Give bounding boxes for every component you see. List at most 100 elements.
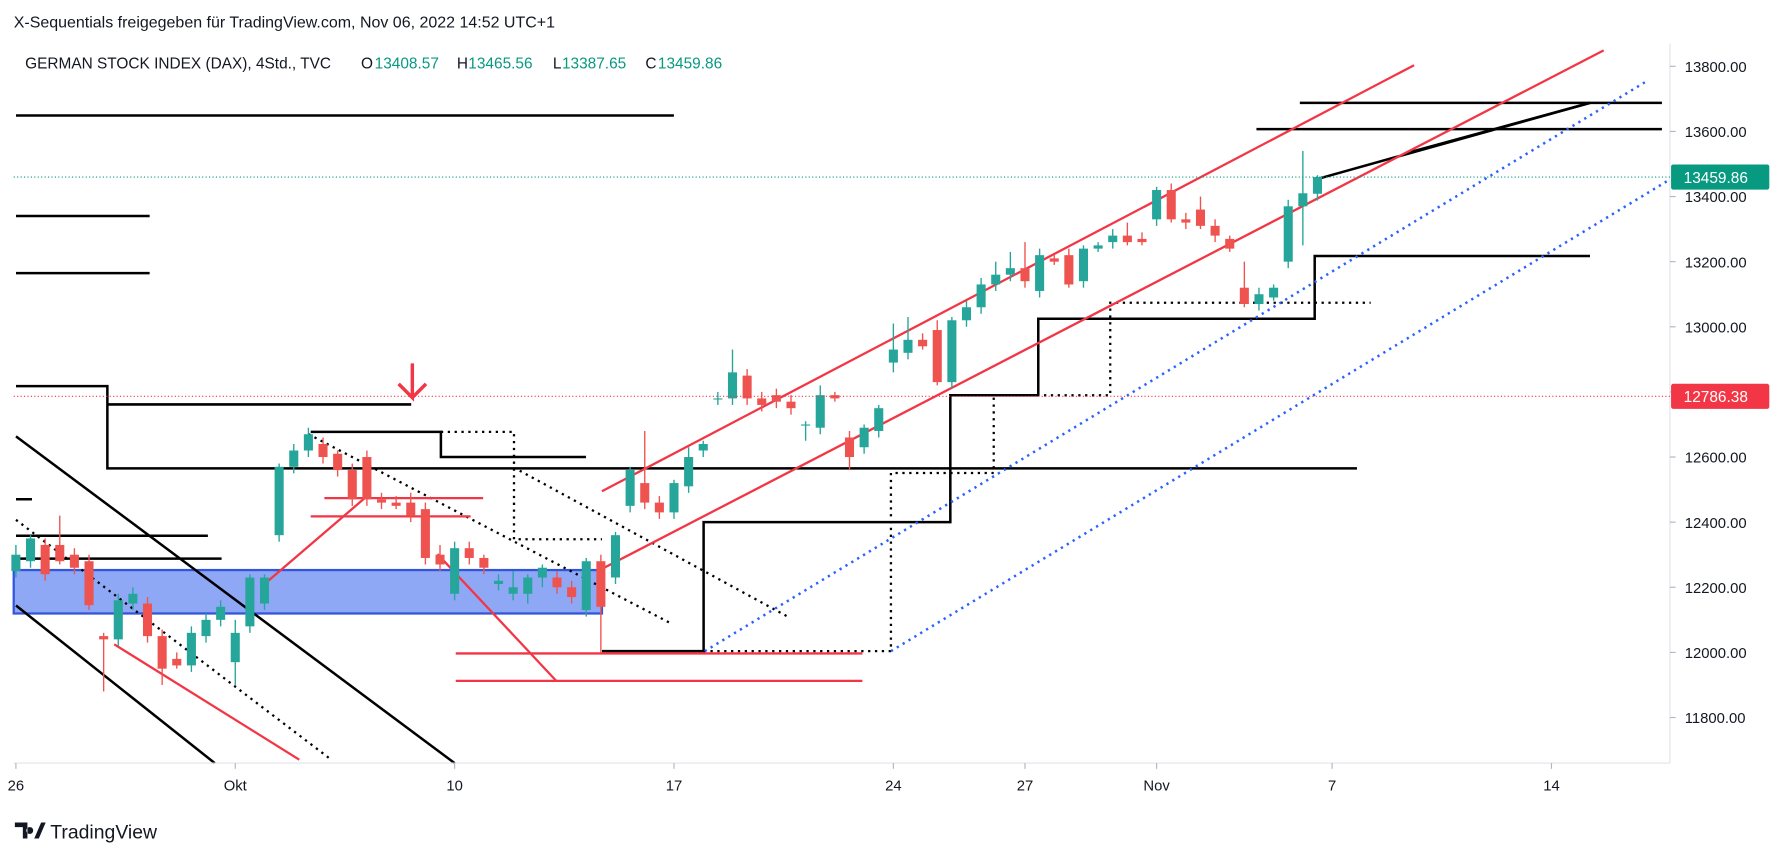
y-tick-label: 12000.00	[1685, 646, 1747, 662]
candle-body	[947, 320, 957, 383]
candle-body	[1093, 245, 1103, 249]
candle-body	[347, 470, 357, 500]
candle-body	[55, 544, 65, 562]
x-tick-label: 14	[1543, 779, 1560, 795]
candle-body	[376, 499, 387, 503]
candle-body	[801, 424, 811, 426]
candle-body	[113, 600, 123, 640]
candle-body	[84, 561, 94, 606]
candle-body	[274, 466, 284, 536]
candle-body	[216, 606, 226, 620]
candle-body	[610, 535, 621, 578]
y-tick-label: 12400.00	[1685, 516, 1747, 532]
y-tick-label: 12600.00	[1685, 451, 1747, 467]
brand: TradingView	[14, 821, 158, 843]
candle-body	[69, 554, 79, 568]
candle-body	[1166, 190, 1176, 220]
candle-body	[289, 450, 299, 467]
x-tick-label: 26	[8, 779, 25, 795]
candle-body	[888, 349, 898, 363]
candle-body	[567, 587, 577, 598]
candle-body	[757, 398, 767, 405]
y-tick-label: 13200.00	[1685, 255, 1747, 271]
candle-body	[201, 619, 211, 637]
price-tag-label: 12786.38	[1684, 389, 1748, 406]
candle-body	[1181, 219, 1191, 223]
x-tick-label: 24	[885, 779, 902, 795]
ohlc-label: C	[645, 56, 656, 73]
candle-body	[1152, 190, 1162, 220]
zone	[12, 568, 604, 615]
candle-body	[669, 483, 679, 513]
candle-body	[1210, 225, 1220, 236]
candle-body	[450, 548, 460, 594]
candle-body	[523, 577, 533, 594]
ohlc-value: 13408.57	[375, 56, 439, 73]
y-tick-label: 12200.00	[1685, 581, 1747, 597]
ohlc-value: 13465.56	[468, 56, 532, 73]
candle-body	[698, 444, 708, 451]
symbol: GERMAN STOCK INDEX (DAX), 4Std., TVC	[25, 56, 331, 73]
candle-body	[245, 577, 255, 627]
candle-body	[815, 395, 825, 428]
black-lines	[15, 101, 1662, 765]
candle-body	[742, 375, 752, 399]
candle-body	[903, 339, 913, 353]
candle-body	[684, 457, 694, 487]
candle-body	[1078, 248, 1089, 282]
drawings	[12, 49, 1671, 765]
candle-body	[976, 284, 986, 308]
dotted-lines	[15, 301, 1371, 761]
candle-body	[1239, 287, 1249, 304]
candle-body	[859, 427, 869, 448]
candle-body	[259, 577, 270, 604]
candle-body	[1122, 235, 1132, 243]
ohlc-label: L	[553, 56, 562, 73]
y-tick-label: 13800.00	[1685, 60, 1747, 76]
ohlc-value: 13459.86	[658, 56, 722, 73]
ohlc-value: 13387.65	[562, 56, 626, 73]
candle-body	[537, 567, 547, 578]
candle-body	[596, 561, 606, 607]
candle-body	[1137, 238, 1147, 243]
candle-body	[552, 577, 562, 588]
ohlc-label: O	[361, 56, 373, 73]
candle-body	[99, 636, 109, 640]
candle-body	[40, 544, 50, 575]
candle-body	[1283, 206, 1293, 262]
candle-body	[318, 444, 328, 458]
candle-body	[420, 509, 430, 558]
candle-body	[186, 632, 196, 666]
header: X-Sequentials freigegeben für TradingVie…	[14, 15, 555, 32]
candle-body	[303, 434, 313, 451]
candle-body	[128, 593, 138, 604]
brand-name: TradingView	[50, 821, 158, 843]
candle-body	[1020, 268, 1030, 282]
candle-body	[844, 437, 855, 458]
x-tick-label: 7	[1328, 779, 1336, 795]
candle-body	[230, 632, 240, 663]
red-lines	[113, 49, 1605, 761]
candle-body	[1064, 255, 1074, 285]
x-tick-label: Okt	[224, 779, 248, 795]
candle-body	[961, 307, 972, 321]
candle-body	[333, 453, 343, 471]
candle-body	[508, 587, 518, 594]
candle-body	[172, 658, 182, 666]
candle-body	[1312, 177, 1323, 194]
candle-body	[786, 401, 796, 409]
candle-body	[435, 554, 445, 565]
legend: GERMAN STOCK INDEX (DAX), 4Std., TVC O 1…	[25, 56, 722, 73]
candle-body	[142, 603, 153, 637]
y-tick-label: 13000.00	[1685, 320, 1747, 336]
x-tick-label: Nov	[1143, 779, 1170, 795]
candle-body	[362, 457, 372, 500]
candle-body	[1269, 287, 1279, 298]
candle-body	[1005, 268, 1015, 275]
candle-body	[625, 470, 635, 506]
x-tick-label: 10	[446, 779, 463, 795]
candle-body	[830, 395, 840, 399]
y-tick-label: 13400.00	[1685, 190, 1747, 206]
